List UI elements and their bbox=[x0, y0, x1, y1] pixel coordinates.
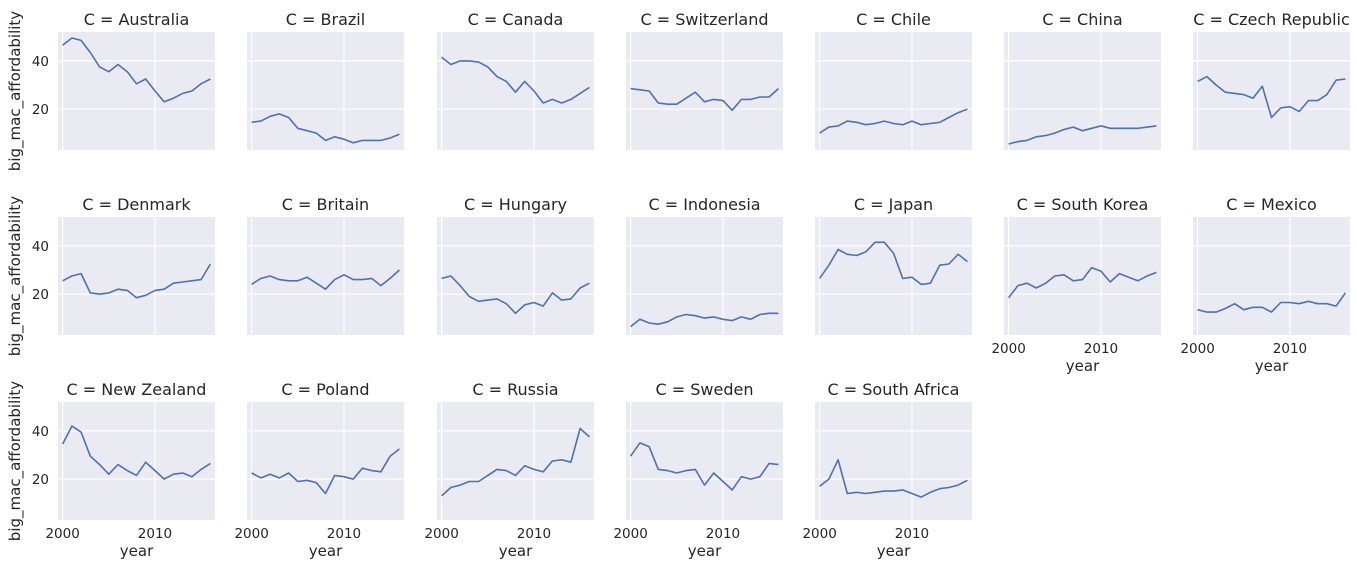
panel-background bbox=[247, 402, 404, 520]
series-line-south-africa bbox=[819, 458, 968, 498]
x-axis-label: year bbox=[1255, 357, 1289, 375]
panel-title-switzerland: C = Switzerland bbox=[640, 10, 768, 29]
x-axis-label: year bbox=[499, 542, 533, 560]
panel-title-hungary: C = Hungary bbox=[464, 195, 567, 214]
x-tick-label: 2010 bbox=[327, 526, 361, 542]
series-line-chile bbox=[819, 108, 968, 134]
panel-background bbox=[1193, 32, 1350, 150]
x-axis-label: year bbox=[120, 542, 154, 560]
x-tick-label: 2000 bbox=[424, 526, 458, 542]
series-line-britain bbox=[251, 269, 400, 291]
x-axis-label: year bbox=[309, 542, 343, 560]
x-axis-label: year bbox=[1066, 357, 1100, 375]
series-line-russia bbox=[441, 427, 590, 497]
x-tick-label: 2010 bbox=[1084, 341, 1118, 357]
panel-background bbox=[815, 32, 972, 150]
x-axis-label: year bbox=[877, 542, 911, 560]
series-line-denmark bbox=[62, 263, 212, 299]
series-line-china bbox=[1008, 125, 1157, 145]
x-axis-label: year bbox=[688, 542, 722, 560]
panel-title-russia: C = Russia bbox=[472, 380, 558, 399]
panel-title-denmark: C = Denmark bbox=[82, 195, 191, 214]
y-tick-label: 40 bbox=[32, 54, 49, 70]
series-line-hungary bbox=[441, 275, 590, 315]
series-line-brazil bbox=[251, 113, 400, 144]
x-tick-label: 2010 bbox=[895, 526, 929, 542]
panel-title-indonesia: C = Indonesia bbox=[648, 195, 760, 214]
y-tick-label: 20 bbox=[32, 102, 49, 118]
panel-background bbox=[1004, 217, 1161, 335]
series-line-new-zealand bbox=[61, 425, 211, 480]
panel-background bbox=[626, 32, 783, 150]
panel-title-new-zealand: C = New Zealand bbox=[67, 380, 207, 399]
series-line-australia bbox=[62, 37, 211, 103]
panel-title-sweden: C = Sweden bbox=[656, 380, 754, 399]
series-line-japan bbox=[818, 241, 968, 286]
y-tick-label: 20 bbox=[32, 472, 49, 488]
panel-background bbox=[58, 217, 215, 335]
y-axis-label: big_mac_affordability bbox=[6, 11, 25, 171]
series-line-mexico bbox=[1197, 292, 1347, 313]
series-line-poland bbox=[251, 448, 400, 495]
series-line-canada bbox=[441, 56, 590, 104]
panel-title-canada: C = Canada bbox=[468, 10, 564, 29]
panel-background bbox=[1193, 217, 1350, 335]
panel-title-chile: C = Chile bbox=[856, 10, 931, 29]
panel-title-south-korea: C = South Korea bbox=[1017, 195, 1149, 214]
x-tick-label: 2010 bbox=[1273, 341, 1307, 357]
panel-title-britain: C = Britain bbox=[282, 195, 369, 214]
y-tick-label: 40 bbox=[32, 424, 49, 440]
panel-background bbox=[815, 402, 972, 520]
series-line-indonesia bbox=[630, 312, 779, 328]
panel-title-brazil: C = Brazil bbox=[286, 10, 365, 29]
y-tick-label: 40 bbox=[32, 239, 49, 255]
panel-background bbox=[247, 32, 404, 150]
series-line-south-korea bbox=[1007, 266, 1157, 299]
panel-background bbox=[437, 217, 594, 335]
x-tick-label: 2000 bbox=[991, 341, 1025, 357]
panel-title-mexico: C = Mexico bbox=[1226, 195, 1317, 214]
panel-background bbox=[58, 402, 215, 520]
panel-title-japan: C = Japan bbox=[854, 195, 933, 214]
x-tick-label: 2010 bbox=[517, 526, 551, 542]
panel-title-poland: C = Poland bbox=[281, 380, 369, 399]
panel-title-czech-republic: C = Czech Republic bbox=[1193, 10, 1350, 29]
y-axis-label: big_mac_affordability bbox=[6, 381, 25, 541]
x-tick-label: 2000 bbox=[1180, 341, 1214, 357]
x-tick-label: 2010 bbox=[706, 526, 740, 542]
panel-background bbox=[247, 217, 404, 335]
x-tick-label: 2000 bbox=[613, 526, 647, 542]
panel-title-south-africa: C = South Africa bbox=[828, 380, 960, 399]
y-tick-label: 20 bbox=[32, 287, 49, 303]
x-tick-label: 2000 bbox=[45, 526, 79, 542]
series-line-sweden bbox=[629, 442, 779, 491]
x-tick-label: 2000 bbox=[234, 526, 268, 542]
x-tick-label: 2010 bbox=[138, 526, 172, 542]
panel-background bbox=[626, 402, 783, 520]
panel-title-china: C = China bbox=[1042, 10, 1122, 29]
series-line-czech-republic bbox=[1197, 75, 1346, 119]
panel-title-australia: C = Australia bbox=[84, 10, 190, 29]
series-line-switzerland bbox=[630, 87, 779, 112]
panel-background bbox=[1004, 32, 1161, 150]
x-tick-label: 2000 bbox=[802, 526, 836, 542]
y-axis-label: big_mac_affordability bbox=[6, 196, 25, 356]
panel-background bbox=[815, 217, 972, 335]
